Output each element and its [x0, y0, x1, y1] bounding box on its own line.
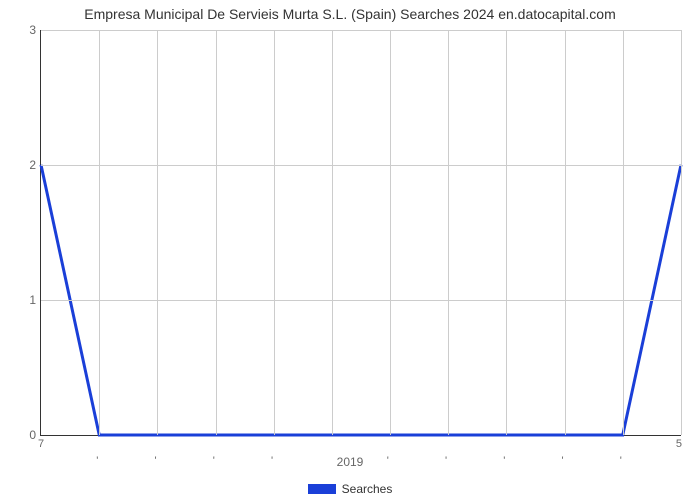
gridline-horizontal — [41, 165, 681, 166]
gridline-vertical — [99, 30, 100, 435]
x-minor-tick: ' — [271, 455, 273, 467]
gridline-horizontal — [41, 300, 681, 301]
x-minor-tick: ' — [96, 455, 98, 467]
x-minor-tick: ' — [562, 455, 564, 467]
gridline-vertical — [216, 30, 217, 435]
gridline-vertical — [506, 30, 507, 435]
gridline-vertical — [390, 30, 391, 435]
x-tick-right: 5 — [676, 438, 682, 450]
chart-title: Empresa Municipal De Servieis Murta S.L.… — [0, 6, 700, 22]
x-minor-tick: ' — [620, 455, 622, 467]
gridline-vertical — [448, 30, 449, 435]
x-minor-tick: ' — [503, 455, 505, 467]
gridline-vertical — [332, 30, 333, 435]
x-tick-center: 2019 — [0, 455, 700, 469]
legend-swatch — [308, 484, 336, 494]
gridline-vertical — [565, 30, 566, 435]
gridline-horizontal — [41, 30, 681, 31]
gridline-vertical — [681, 30, 682, 435]
plot-area — [40, 30, 681, 436]
legend: Searches — [0, 482, 700, 496]
y-tick-label: 1 — [29, 293, 36, 307]
y-tick-label: 3 — [29, 23, 36, 37]
y-tick-label: 0 — [29, 428, 36, 442]
gridline-vertical — [157, 30, 158, 435]
x-minor-tick: ' — [154, 455, 156, 467]
chart-container: Empresa Municipal De Servieis Murta S.L.… — [0, 0, 700, 500]
x-minor-tick: ' — [387, 455, 389, 467]
gridline-vertical — [274, 30, 275, 435]
x-minor-tick: ' — [213, 455, 215, 467]
gridline-vertical — [623, 30, 624, 435]
x-minor-tick: ' — [445, 455, 447, 467]
x-tick-left: 7 — [38, 438, 44, 450]
line-series — [41, 30, 681, 435]
legend-label: Searches — [342, 482, 393, 496]
y-tick-label: 2 — [29, 158, 36, 172]
